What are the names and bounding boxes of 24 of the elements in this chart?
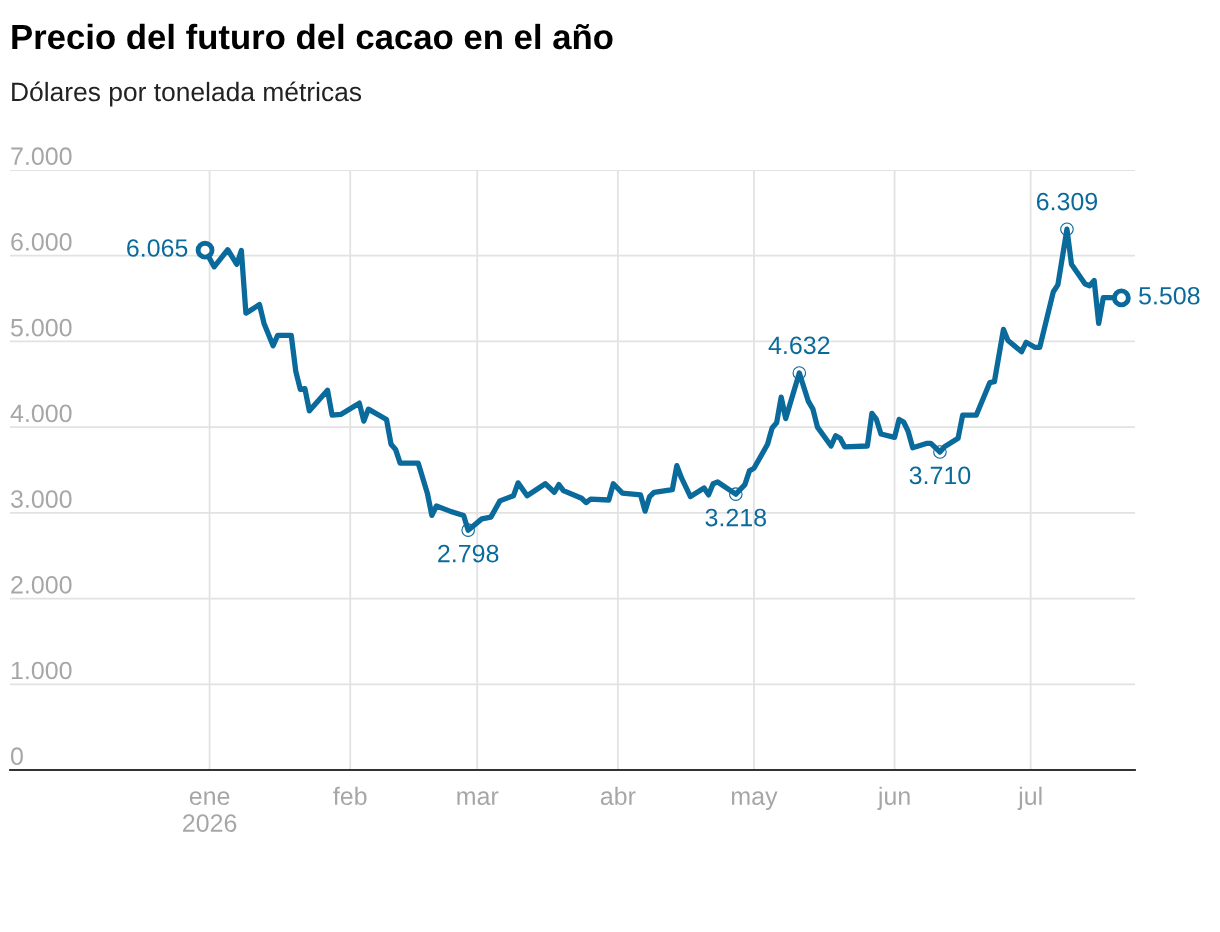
chart-title: Precio del futuro del cacao en el año: [12, 23, 613, 50]
annotation: 3.710: [909, 466, 971, 485]
x-tick-label: mar: [457, 791, 499, 806]
chart-subtitle: Dólares por tonelada métricas: [12, 81, 362, 107]
annotation: 6.065: [127, 239, 188, 257]
y-tick-label: 1.000: [11, 661, 72, 680]
annotation: 6.309: [1036, 192, 1098, 211]
annotation: 4.632: [768, 336, 830, 355]
y-tick-label: 4.000: [10, 404, 72, 423]
y-tick-label: 6.000: [11, 233, 72, 251]
x-tick-label: abr: [600, 786, 636, 806]
x-tick-label: feb: [333, 786, 367, 806]
y-tick-label: 7.000: [11, 147, 72, 166]
x-tick-label: ene 2026: [183, 791, 237, 832]
y-tick-label: 3.000: [10, 490, 72, 508]
annotation: 3.218: [705, 508, 766, 527]
y-tick-label: 2.000: [11, 575, 72, 594]
x-tick-label: jun: [877, 786, 910, 810]
x-tick-label: may: [732, 791, 778, 810]
y-tick-label: 5.000: [11, 318, 72, 337]
x-tick-label: jul: [1017, 786, 1042, 810]
annotation: 5.508: [1139, 286, 1200, 305]
y-tick-label: 0: [10, 747, 23, 766]
annotation: 2.798: [438, 544, 499, 563]
